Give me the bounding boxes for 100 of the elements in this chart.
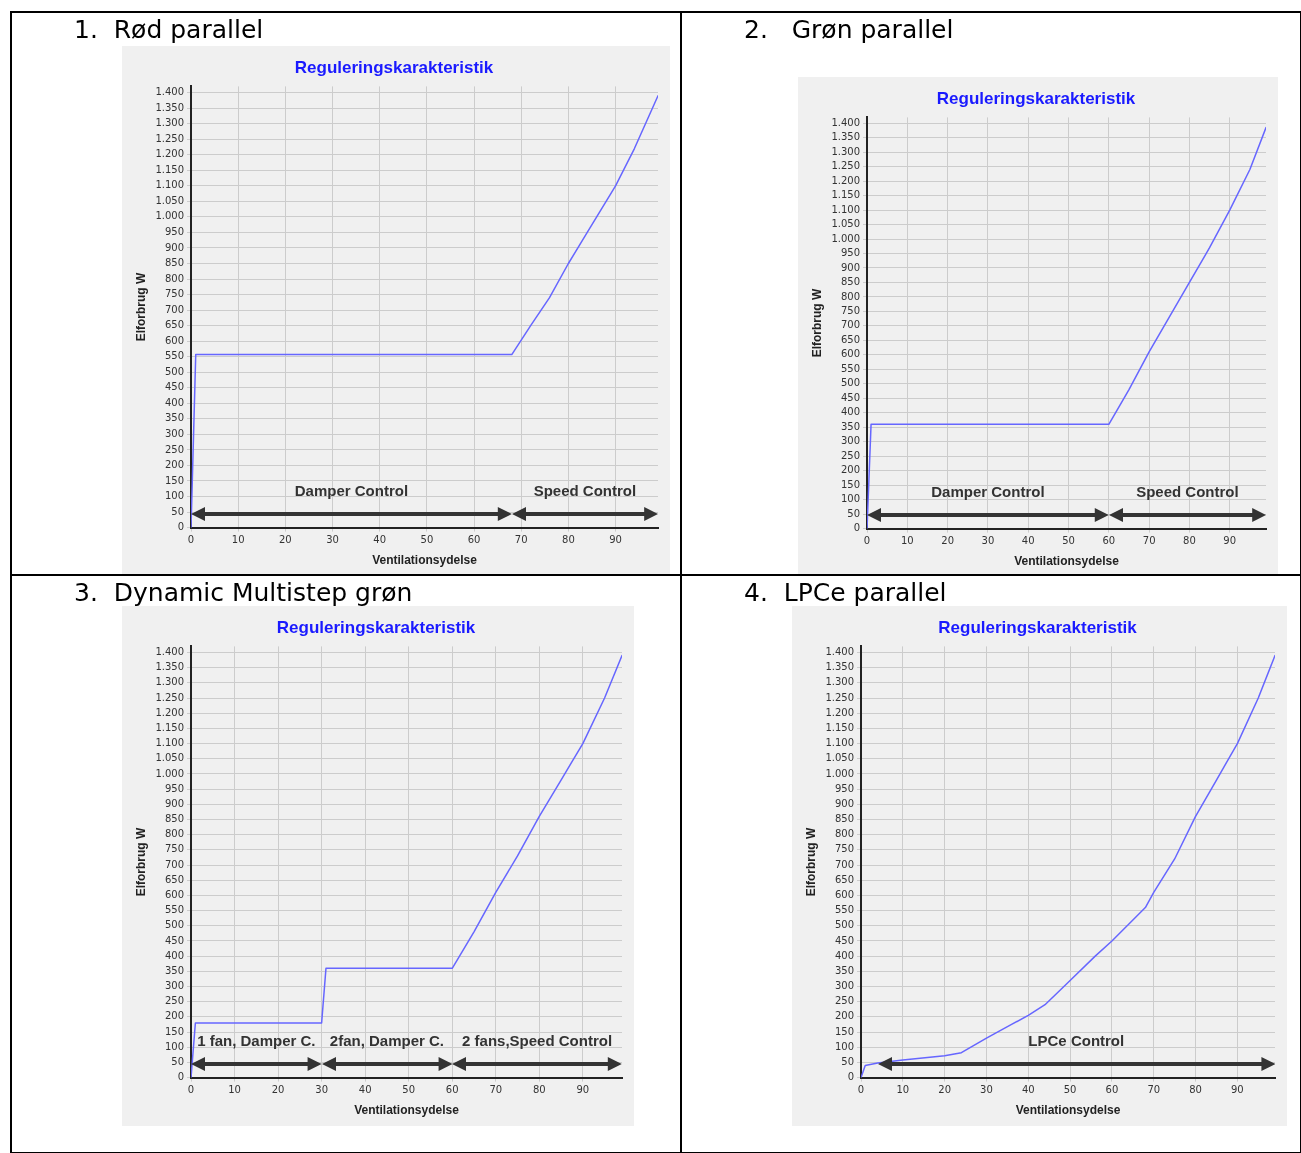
y-tick-label: 100 [840,493,861,505]
y-tick-label: 250 [840,449,861,461]
y-tick-label: 300 [834,980,855,992]
y-tick-label: 1.100 [155,179,185,191]
y-tick-label: 400 [164,949,185,961]
y-tick-label: 950 [840,247,861,259]
x-tick-label: 90 [1223,535,1237,547]
chart-title: 4. LPCe parallel [744,578,947,607]
y-tick-label: 900 [164,797,185,809]
y-tick-label: 800 [164,828,185,840]
y-axis-title: Elforbrug W [809,288,824,358]
y-tick-label: 1.150 [155,721,185,733]
x-tick-label: 80 [1189,1084,1202,1096]
x-tick-label: 50 [420,534,434,546]
y-tick-label: 850 [164,257,185,269]
y-tick-label: 600 [164,889,185,900]
y-tick-label: 1.050 [155,194,185,206]
y-tick-label: 1.250 [825,691,855,703]
y-tick-label: 1.200 [831,174,861,186]
y-tick-label: 1.350 [831,131,861,143]
y-tick-label: 1.150 [825,721,855,733]
y-tick-label: 50 [841,1056,855,1068]
x-tick-label: 90 [609,534,622,546]
y-tick-label: 100 [834,1040,855,1052]
y-tick-label: 250 [834,995,855,1007]
y-axis-title: Elforbrug W [133,827,148,897]
y-tick-label: 1.250 [831,160,861,172]
x-tick-label: 30 [981,535,995,547]
y-tick-label: 1.350 [825,661,855,673]
y-tick-label: 550 [834,904,855,916]
x-axis-title: Ventilationsydelse [1015,1103,1121,1118]
y-tick-label: 350 [164,964,185,976]
x-tick-label: 0 [187,534,195,546]
chart-subtitle: Reguleringskarakteristik [938,617,1138,637]
x-tick-label: 40 [1021,535,1035,547]
y-tick-label: 450 [164,934,185,946]
y-tick-label: 650 [834,873,855,885]
y-tick-label: 450 [834,934,855,946]
x-tick-label: 80 [562,534,575,546]
x-tick-label: 80 [1183,535,1196,547]
y-tick-label: 150 [164,474,185,486]
x-tick-label: 30 [980,1084,993,1096]
y-tick-label: 550 [164,350,185,362]
y-tick-label: 1.000 [155,210,185,222]
chart-subtitle: Reguleringskarakteristik [294,57,494,77]
y-tick-label: 200 [834,1010,855,1022]
x-tick-label: 20 [271,1084,285,1096]
y-tick-label: 0 [177,521,185,533]
y-tick-label: 50 [171,505,185,517]
y-tick-label: 150 [164,1025,185,1037]
y-tick-label: 0 [847,1071,855,1083]
y-tick-label: 750 [164,288,185,300]
y-axis-title: Elforbrug W [803,827,818,897]
x-tick-label: 70 [489,1084,503,1096]
y-tick-label: 50 [171,1056,185,1068]
chart-title: 3. Dynamic Multistep grøn [74,578,413,607]
y-tick-label: 750 [834,843,855,855]
y-tick-label: 50 [847,507,861,519]
x-tick-label: 60 [467,534,481,546]
x-tick-label: 0 [187,1084,195,1096]
y-tick-label: 0 [853,522,861,534]
x-tick-label: 20 [938,1084,952,1096]
y-tick-label: 1.250 [155,132,185,144]
y-tick-label: 700 [164,303,185,315]
x-tick-label: 10 [231,534,245,546]
annotation: Damper Control [294,481,409,499]
y-tick-label: 600 [164,334,185,346]
y-tick-label: 1.300 [155,117,185,129]
y-tick-label: 1.050 [155,752,185,764]
y-tick-label: 1.400 [155,86,185,98]
y-tick-label: 1.250 [155,691,185,703]
x-tick-label: 40 [373,534,387,546]
x-tick-label: 70 [514,534,528,546]
y-tick-label: 1.400 [825,646,855,658]
x-tick-label: 70 [1147,1084,1161,1096]
x-tick-label: 40 [1021,1084,1035,1096]
y-tick-label: 700 [840,319,861,331]
x-tick-label: 90 [576,1084,590,1096]
y-tick-label: 1.400 [831,116,861,128]
x-tick-label: 10 [896,1084,910,1096]
y-tick-label: 1.200 [155,148,185,160]
y-tick-label: 800 [840,290,861,302]
y-tick-label: 100 [164,1040,185,1052]
y-tick-label: 300 [164,980,185,992]
y-tick-label: 350 [840,420,861,432]
x-axis-title: Ventilationsydelse [1014,554,1120,569]
y-tick-label: 900 [164,241,185,253]
y-tick-label: 1.200 [825,706,855,718]
y-tick-label: 1.100 [831,203,861,215]
annotation: 2fan, Damper C. [329,1031,445,1049]
y-tick-label: 1.150 [155,163,185,175]
y-axis-title: Elforbrug W [133,272,148,342]
y-tick-label: 750 [164,843,185,855]
y-tick-label: 500 [840,377,861,389]
y-tick-label: 200 [164,1010,185,1022]
x-tick-label: 50 [1062,535,1075,547]
y-tick-label: 300 [164,427,185,439]
y-tick-label: 950 [164,226,185,238]
y-tick-label: 1.000 [825,767,855,779]
y-tick-label: 1.150 [831,189,861,201]
